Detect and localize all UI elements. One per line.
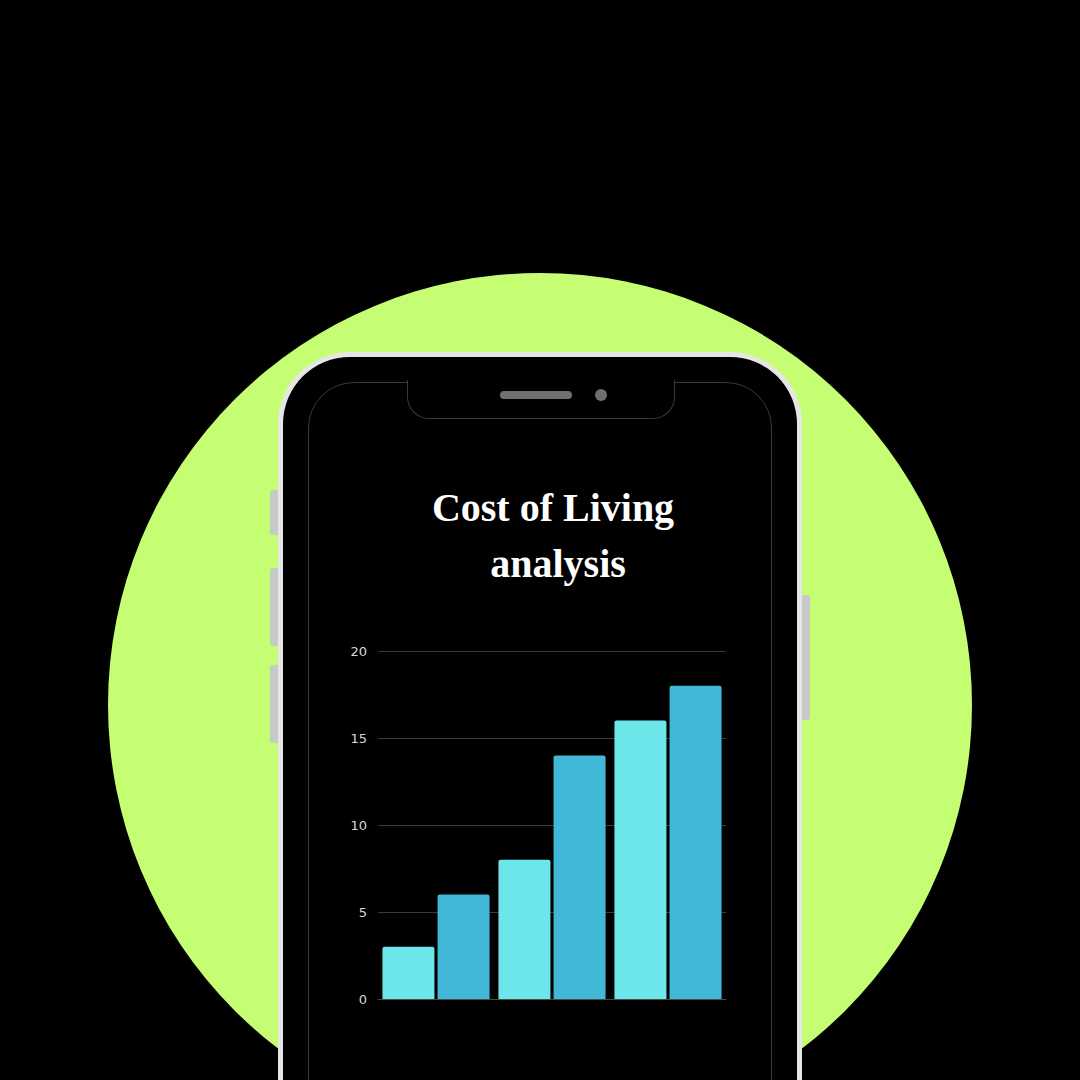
svg-text:analysis: analysis: [490, 541, 626, 586]
svg-text:0: 0: [359, 992, 367, 1007]
svg-text:10: 10: [350, 818, 367, 833]
svg-text:5: 5: [359, 905, 367, 920]
svg-text:15: 15: [350, 731, 367, 746]
svg-text:Cost of Living: Cost of Living: [432, 485, 684, 530]
svg-text:20: 20: [350, 644, 367, 659]
